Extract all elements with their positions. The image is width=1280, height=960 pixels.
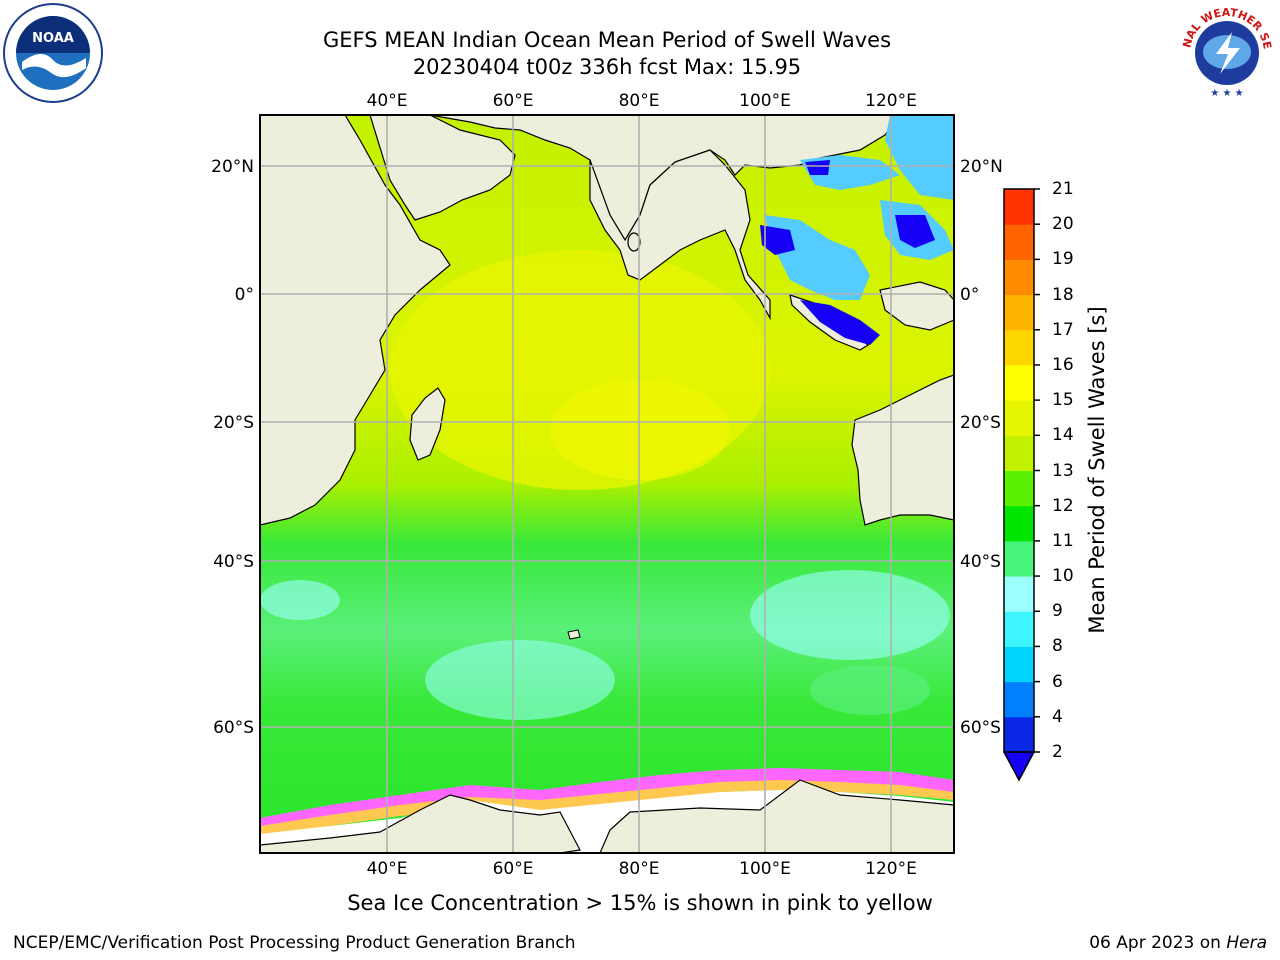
colorbar-segment: [1004, 505, 1034, 542]
lat-left-tick: 20°N: [211, 157, 254, 177]
lat-right-tick: 20°N: [960, 157, 1003, 177]
footer-date-text: 06 Apr 2023 on: [1089, 933, 1227, 953]
colorbar-segment: [1004, 576, 1034, 612]
swell-low-patch: [425, 640, 615, 720]
land-australia: [851, 374, 954, 526]
colorbar: [1002, 188, 1040, 782]
chart-subtitle: 20230404 t00z 336h fcst Max: 15.95: [412, 55, 802, 79]
colorbar-tick-label: 8: [1052, 636, 1063, 657]
footer-date: 06 Apr 2023 on Hera: [1089, 933, 1267, 953]
colorbar-tick-label: 2: [1052, 742, 1063, 762]
lon-bottom-tick: 100°E: [739, 859, 791, 879]
colorbar-tick-label: 20: [1052, 214, 1074, 235]
colorbar-segment: [1004, 646, 1034, 683]
colorbar-segment: [1004, 540, 1034, 577]
svg-text:★ ★ ★: ★ ★ ★: [1210, 88, 1243, 99]
colorbar-tick-label: 16: [1052, 354, 1074, 375]
colorbar-tick-label: 18: [1052, 284, 1074, 305]
land-kerguelen: [567, 629, 581, 640]
lon-top-tick: 80°E: [619, 91, 660, 111]
colorbar-label: Mean Period of Swell Waves [s]: [1085, 306, 1109, 634]
colorbar-segment: [1004, 435, 1034, 471]
colorbar-tick-label: 11: [1052, 530, 1074, 551]
noaa-logo-icon: NOAA: [3, 3, 103, 103]
lon-top-tick: 120°E: [865, 91, 917, 111]
land-sri-lanka: [627, 232, 641, 252]
land-arabia: [369, 115, 516, 221]
colorbar-segment: [1004, 470, 1034, 507]
colorbar-segment: [1004, 259, 1034, 296]
lat-left-tick: 60°S: [213, 718, 254, 738]
lon-bottom-tick: 40°E: [367, 859, 408, 879]
land-madagascar: [409, 387, 446, 461]
lon-bottom-tick: 60°E: [493, 859, 534, 879]
map-area: [260, 115, 954, 853]
colorbar-segment: [1004, 400, 1034, 436]
colorbar-segment: [1004, 364, 1034, 401]
nws-logo-icon: NATIONAL WEATHER SERVICE ★ ★ ★: [1176, 2, 1276, 102]
land-india: [589, 149, 771, 321]
footer-machine: Hera: [1226, 933, 1267, 953]
noaa-logo-text: NOAA: [32, 31, 74, 46]
colorbar-segment: [1004, 189, 1034, 225]
colorbar-tick-label: 6: [1052, 671, 1063, 692]
lon-top-tick: 60°E: [493, 91, 534, 111]
lon-top-tick: 40°E: [367, 91, 408, 111]
land-antarctica: [260, 794, 581, 853]
chart-title: GEFS MEAN Indian Ocean Mean Period of Sw…: [322, 28, 892, 52]
colorbar-tick-label: 4: [1052, 706, 1063, 727]
lon-bottom-tick: 120°E: [865, 859, 917, 879]
colorbar-tick-label: 10: [1052, 566, 1074, 587]
colorbar-tick-label: 21: [1052, 179, 1074, 199]
lat-left-tick: 40°S: [213, 552, 254, 572]
colorbar-tick-label: 19: [1052, 249, 1074, 270]
colorbar-tick-label: 15: [1052, 390, 1074, 411]
lon-bottom-tick: 80°E: [619, 859, 660, 879]
colorbar-segment: [1004, 294, 1034, 331]
lon-top-tick: 100°E: [739, 91, 791, 111]
lat-right-tick: 20°S: [960, 413, 1001, 433]
sea-ice-caption: Sea Ice Concentration > 15% is shown in …: [347, 891, 933, 915]
map-frame: [259, 114, 955, 854]
colorbar-tick-label: 9: [1052, 601, 1063, 622]
colorbar-segment: [1004, 329, 1034, 366]
lat-left-tick: 0°: [235, 285, 254, 305]
colorbar-tick-label: 13: [1052, 460, 1074, 481]
colorbar-extension: [1002, 751, 1036, 782]
lat-right-tick: 0°: [960, 285, 979, 305]
colorbar-tick-label: 14: [1052, 425, 1074, 446]
lat-right-tick: 60°S: [960, 718, 1001, 738]
colorbar-tick-label: 12: [1052, 495, 1074, 516]
graticule: [260, 115, 954, 853]
colorbar-segment: [1004, 611, 1034, 647]
colorbar-segment: [1004, 224, 1034, 260]
footer-credit: NCEP/EMC/Verification Post Processing Pr…: [13, 933, 576, 953]
colorbar-segment: [1004, 716, 1034, 753]
colorbar-tick-label: 17: [1052, 319, 1074, 340]
lat-left-tick: 20°S: [213, 413, 254, 433]
lat-right-tick: 40°S: [960, 552, 1001, 572]
colorbar-segment: [1004, 681, 1034, 718]
